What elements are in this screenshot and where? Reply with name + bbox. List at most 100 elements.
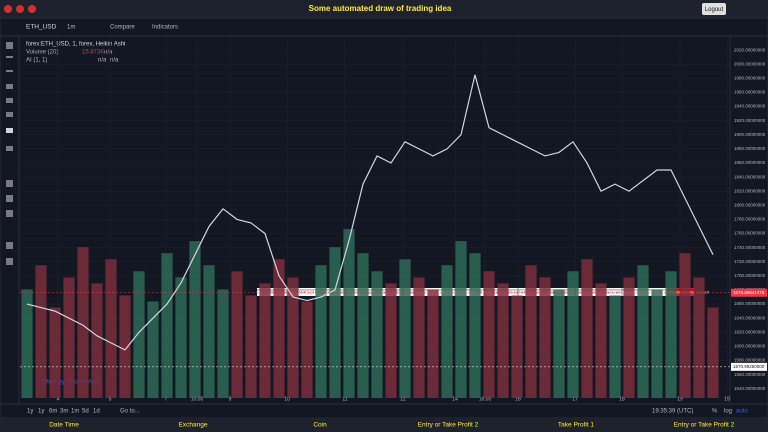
x-tick-label: 4 [57,396,60,402]
tool[interactable] [6,70,13,72]
y-tick-label: 1840.00000000 [734,174,766,179]
range-button[interactable]: 1y [27,409,33,415]
interval[interactable]: 1m [67,25,75,31]
indicators[interactable]: Indicators [152,25,178,31]
range-button[interactable]: 1d [93,409,100,415]
y-tick-label: 1540.00000000 [734,386,766,391]
volume-bar [203,265,215,398]
scale-option[interactable]: auto [736,409,748,415]
compare[interactable]: Compare [110,25,135,31]
volume-bar [49,307,61,398]
range-button[interactable]: 5d [82,409,89,415]
range-button[interactable]: 1y [38,409,44,415]
x-tick-label: 12 [400,396,406,402]
tool-column [0,35,20,421]
title: Some automated draw of trading idea [309,4,452,13]
y-tick-label: 1920.00000000 [734,118,766,123]
tool[interactable] [6,84,13,89]
legend-ai: AI (1, 1) [26,58,47,64]
goto-button[interactable]: Go to... [120,409,140,415]
legend-volume-value: 15.873K [82,50,104,56]
tool[interactable] [6,146,13,151]
tool[interactable] [6,242,13,249]
volume-bar [399,259,411,398]
volume-bar [623,277,635,398]
volume-bar [693,277,705,398]
y-tick-label: 1640.00000000 [734,315,766,320]
tool[interactable] [6,258,13,265]
y-tick-label: 1660.00000000 [734,301,766,306]
legend-ai-value: n/a [110,58,119,64]
volume-bar [651,289,663,398]
x-tick-label: 11 [342,396,347,402]
tool[interactable] [6,195,13,202]
tool[interactable] [6,180,13,187]
x-tick-label: 5 [109,396,112,402]
volume-bar [133,271,145,398]
tool[interactable] [6,56,13,58]
volume-bar [273,259,285,398]
footer [0,418,768,432]
scale-option[interactable]: log [724,409,732,415]
volume-bar [609,295,621,398]
volume-bar [441,265,453,398]
range-button[interactable]: 6m [49,409,57,415]
y-tick-label: 1740.00000000 [734,245,766,250]
price-label-box [731,288,767,297]
volume-bar [175,277,187,398]
x-tick-label: 14 [452,396,458,402]
tool[interactable] [6,128,13,133]
tool[interactable] [6,98,13,103]
y-tick-label: 1900.00000000 [734,132,766,137]
footer-label: Take Profit 1 [558,422,595,429]
range-button[interactable]: 1m [71,409,79,415]
volume-bar [483,271,495,398]
volume-bar [287,277,299,398]
volume-bar [301,301,313,398]
icon [28,5,36,13]
footer-label: Exchange [179,422,208,429]
volume-bar [707,307,719,398]
y-tick-label: 1940.00000000 [734,104,766,109]
volume-bar [161,253,173,398]
volume-bar [567,271,579,398]
y-tick-label: 1880.00000000 [734,146,766,151]
symbol[interactable]: ETH_USD [26,24,57,31]
tool[interactable] [6,42,13,49]
x-tick-label: 17 [572,396,578,402]
range-button[interactable]: 3m [60,409,68,415]
x-tick-label: 7 [165,396,168,402]
tools [6,42,13,265]
volume-bar [189,241,201,398]
y-tick-label: 1800.00000000 [734,202,766,207]
y-tick-label: 2000.00000000 [734,61,766,66]
scale-option[interactable]: % [712,409,718,415]
volume-bar [665,271,677,398]
logout-label[interactable]: Logout [705,7,724,13]
volume-bar [35,265,47,398]
volume-bar [469,253,481,398]
footer-label: Coin [313,422,327,429]
tool[interactable] [6,112,13,117]
y-tick-label: 1620.00000000 [734,329,766,334]
volume-bar [77,247,89,398]
volume-bar [371,271,383,398]
volume-bar [329,247,341,398]
tool[interactable] [6,210,13,217]
logout-button[interactable] [702,3,726,15]
y-tick-label: 1860.00000000 [734,160,766,165]
footer-label: Entry or Take Profit 2 [418,422,479,429]
x-tick-label: 19 [724,396,730,402]
x-tick-label: 18 [619,396,625,402]
price-label: 1675.99841476 [733,290,765,295]
price-label-box [731,362,767,371]
volume-bar [553,289,565,398]
volume-bar [231,271,243,398]
volume-bar [525,265,537,398]
volume-bar [581,259,593,398]
volume-bar [105,259,117,398]
y-tick-label: 1580.00000000 [734,358,766,363]
y-tick-label: 1720.00000000 [734,259,766,264]
